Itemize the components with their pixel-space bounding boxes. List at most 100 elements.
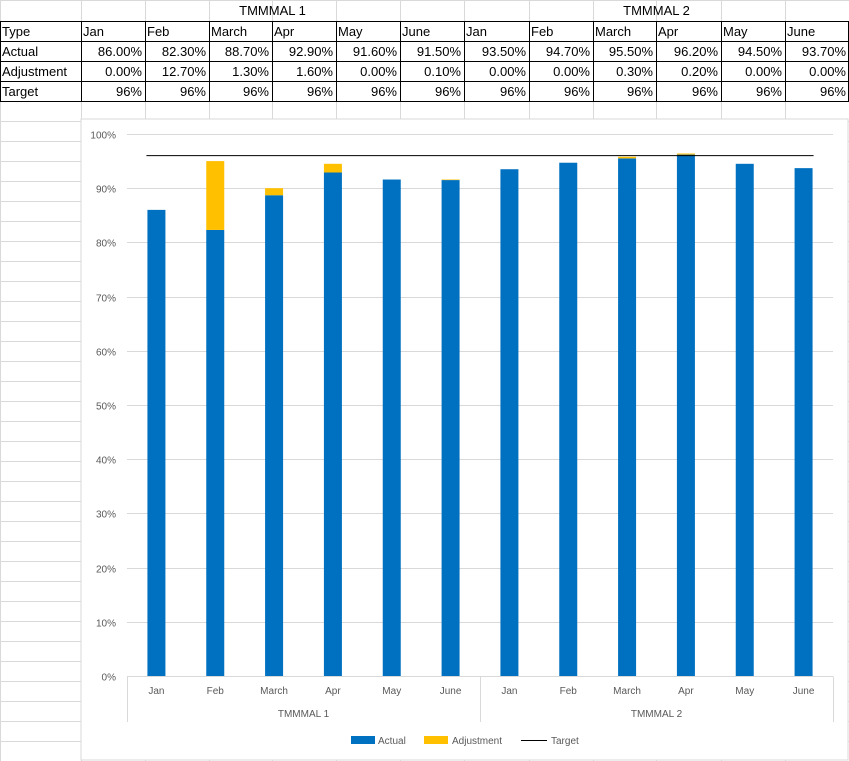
table-cell[interactable]: 88.70% (224, 44, 269, 59)
x-tick-label: March (613, 686, 641, 697)
table-cell[interactable]: 0.00% (745, 64, 782, 79)
x-tick-label: Apr (325, 686, 341, 697)
x-tick-label: May (735, 686, 754, 697)
bar-actual[interactable] (794, 168, 813, 676)
group-axis-label: TMMMAL 2 (631, 709, 683, 720)
table-cell[interactable]: 96% (755, 84, 782, 99)
header-cell-month[interactable]: June (787, 24, 816, 39)
row-label-actual[interactable]: Actual (2, 44, 39, 59)
x-tick-label: June (793, 686, 815, 697)
table-cell[interactable]: 96% (626, 84, 653, 99)
row-label-adjustment[interactable]: Adjustment (2, 64, 68, 79)
bar-actual[interactable] (265, 195, 284, 676)
table-cell[interactable]: 0.00% (553, 64, 590, 79)
group-axis-label: TMMMAL 1 (278, 709, 330, 720)
header-cell-month[interactable]: May (338, 24, 363, 39)
header-cell-month[interactable]: March (595, 24, 632, 39)
table-cell[interactable]: 96% (499, 84, 526, 99)
legend[interactable]: Actual Adjustment Target (351, 736, 579, 747)
bar-adjustment[interactable] (676, 153, 695, 155)
bar-actual[interactable] (147, 209, 166, 676)
bar-actual[interactable] (323, 172, 342, 676)
bar-actual[interactable] (382, 179, 401, 676)
table-cell[interactable]: 96% (115, 84, 142, 99)
x-tick-label: Jan (148, 686, 164, 697)
bar-actual[interactable] (441, 180, 460, 676)
bar-actual[interactable] (206, 229, 225, 676)
header-cell-month[interactable]: Jan (83, 24, 104, 39)
group-header-tmmmal-2[interactable]: TMMMAL 2 (623, 3, 690, 18)
table-cell[interactable]: 0.00% (489, 64, 526, 79)
legend-label-actual: Actual (378, 736, 406, 747)
table-cell[interactable]: 0.20% (681, 64, 718, 79)
group-header-tmmmal-1[interactable]: TMMMAL 1 (239, 3, 306, 18)
y-tick-label: 40% (96, 456, 116, 467)
bar-actual[interactable] (618, 158, 637, 676)
header-cell-month[interactable]: Apr (274, 24, 295, 39)
table-cell[interactable]: 96% (306, 84, 333, 99)
table-cell[interactable]: 93.50% (481, 44, 526, 59)
chart-area[interactable] (80, 118, 849, 761)
bar-adjustment[interactable] (206, 161, 225, 230)
table-cell[interactable]: 96% (434, 84, 461, 99)
table-cell[interactable]: 92.90% (288, 44, 333, 59)
bar-adjustment[interactable] (323, 163, 342, 173)
header-cell-month[interactable]: Apr (658, 24, 679, 39)
x-tick-label: June (440, 686, 462, 697)
bar-actual[interactable] (735, 163, 754, 676)
table-cell[interactable]: 96.20% (673, 44, 718, 59)
y-tick-label: 0% (102, 673, 117, 684)
table-cell[interactable]: 96% (242, 84, 269, 99)
header-cell-month[interactable]: Feb (147, 24, 170, 39)
row-label-target[interactable]: Target (2, 84, 39, 99)
table-cell[interactable]: 96% (691, 84, 718, 99)
x-tick-label: Feb (560, 686, 578, 697)
header-cell-month[interactable]: Feb (531, 24, 554, 39)
table-cell[interactable]: 0.30% (616, 64, 653, 79)
table-cell[interactable]: 0.00% (809, 64, 846, 79)
bar-adjustment[interactable] (441, 179, 460, 181)
x-tick-label: Apr (678, 686, 694, 697)
table-cell[interactable]: 1.60% (296, 64, 333, 79)
legend-label-adjustment: Adjustment (452, 736, 502, 747)
x-tick-label: Feb (207, 686, 225, 697)
y-tick-label: 10% (96, 619, 116, 630)
table-cell[interactable]: 12.70% (161, 64, 206, 79)
x-tick-label: Jan (501, 686, 517, 697)
legend-swatch-actual (351, 736, 375, 744)
table-cell[interactable]: 96% (370, 84, 397, 99)
header-cell-month[interactable]: June (402, 24, 431, 39)
y-tick-label: 100% (90, 131, 116, 142)
table-cell[interactable]: 86.00% (97, 44, 142, 59)
header-cell-month[interactable]: March (211, 24, 248, 39)
header-cell-month[interactable]: Jan (466, 24, 487, 39)
y-tick-label: 60% (96, 348, 116, 359)
table-cell[interactable]: 96% (563, 84, 590, 99)
table-cell[interactable]: 1.30% (232, 64, 269, 79)
bar-adjustment[interactable] (618, 156, 637, 159)
y-tick-label: 20% (96, 565, 116, 576)
table-cell[interactable]: 0.00% (360, 64, 397, 79)
y-tick-label: 30% (96, 510, 116, 521)
table-cell[interactable]: 0.00% (105, 64, 142, 79)
bar-actual[interactable] (500, 169, 519, 677)
bar-actual[interactable] (676, 154, 695, 676)
bar-adjustment[interactable] (265, 188, 284, 196)
y-tick-label: 50% (96, 402, 116, 413)
table-cell[interactable]: 94.70% (545, 44, 590, 59)
legend-swatch-adjustment (424, 736, 448, 744)
header-cell-type[interactable]: Type (2, 24, 31, 39)
table-cell[interactable]: 94.50% (737, 44, 782, 59)
table-cell[interactable]: 82.30% (161, 44, 206, 59)
bar-actual[interactable] (559, 162, 578, 676)
table-cell[interactable]: 95.50% (608, 44, 653, 59)
table-cell[interactable]: 91.50% (416, 44, 461, 59)
table-cell[interactable]: 91.60% (352, 44, 397, 59)
header-cell-month[interactable]: May (723, 24, 748, 39)
table-cell[interactable]: 93.70% (801, 44, 846, 59)
table-cell[interactable]: 0.10% (424, 64, 461, 79)
table-cell[interactable]: 96% (819, 84, 846, 99)
table-cell[interactable]: 96% (179, 84, 206, 99)
